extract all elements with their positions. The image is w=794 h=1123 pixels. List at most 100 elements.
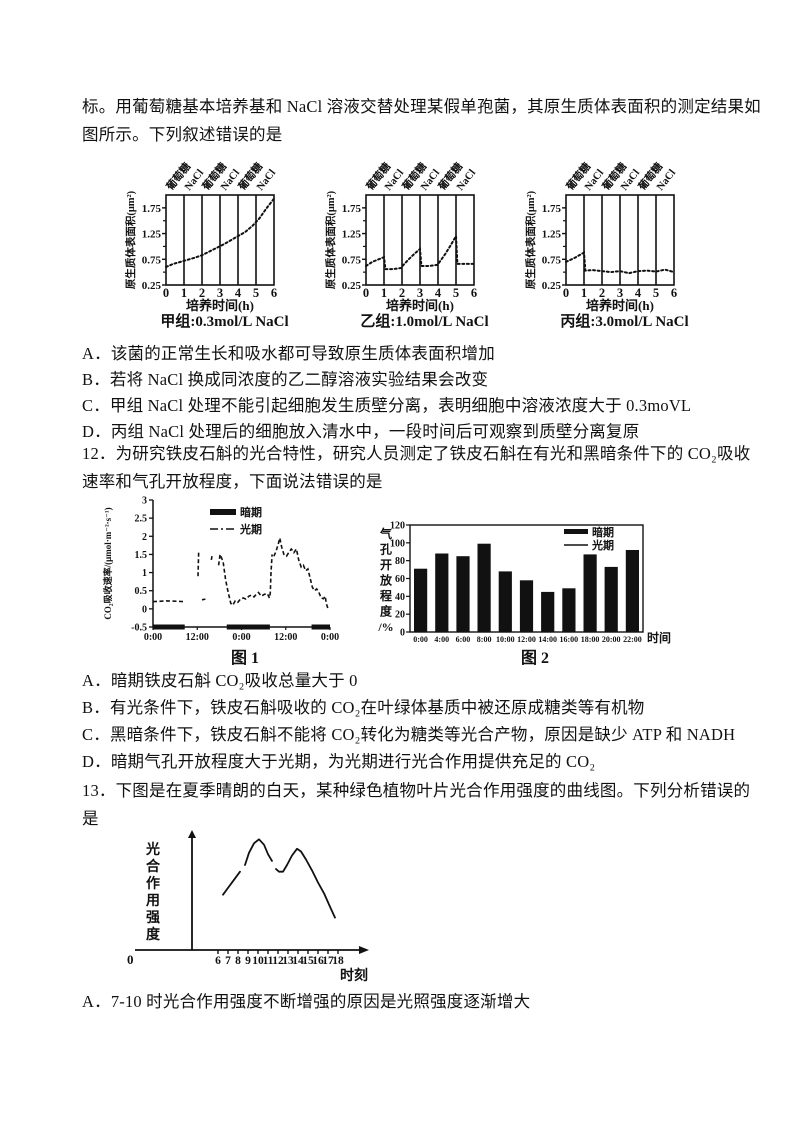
q11-option-a: A．该菌的正常生长和吸水都可导致原生质体表面积增加 bbox=[82, 344, 495, 363]
svg-text:1.25: 1.25 bbox=[142, 229, 162, 241]
svg-text:1.25: 1.25 bbox=[342, 229, 362, 241]
svg-text:0.75: 0.75 bbox=[142, 254, 162, 266]
svg-text:0.25: 0.25 bbox=[142, 280, 162, 292]
svg-text:1.75: 1.75 bbox=[342, 203, 362, 215]
svg-text:15: 15 bbox=[302, 955, 314, 967]
chart-co2-uptake: 3 2.5 2 1.5 1 0.5 0 -0.5 CO₂吸收速率/(μmol·m⁻²·s⁻¹) 0… bbox=[102, 496, 339, 644]
svg-text:光期: 光期 bbox=[591, 538, 614, 552]
svg-text:16: 16 bbox=[312, 955, 324, 967]
svg-text:暗期: 暗期 bbox=[240, 505, 262, 519]
svg-text:放: 放 bbox=[379, 573, 393, 588]
q11-stem-line-2: 图所示。下列叙述错误的是 bbox=[82, 125, 283, 144]
svg-text:0:00: 0:00 bbox=[144, 632, 162, 643]
svg-text:2: 2 bbox=[199, 286, 205, 300]
svg-text:原生质体表面积(μm²): 原生质体表面积(μm²) bbox=[524, 190, 537, 289]
svg-text:气: 气 bbox=[379, 526, 392, 541]
svg-text:5: 5 bbox=[453, 286, 459, 300]
q11-option-d: D．丙组 NaCl 处理后的细胞放入清水中，一段时间后可观察到质壁分离复原 bbox=[82, 422, 640, 441]
svg-text:孔: 孔 bbox=[380, 543, 392, 557]
q12-stem-line-1: 12．为研究铁皮石斛的光合特性，研究人员测定了铁皮石斛在有光和黑暗条件下的 CO… bbox=[82, 444, 751, 463]
svg-text:18:00: 18:00 bbox=[581, 635, 600, 644]
svg-text:20:00: 20:00 bbox=[602, 635, 621, 644]
svg-text:用: 用 bbox=[146, 893, 160, 909]
q11-option-c: C．甲组 NaCl 处理不能引起细胞发生质壁分离，表明细胞中溶液浓度大于 0.3… bbox=[82, 396, 692, 415]
svg-text:40: 40 bbox=[395, 592, 405, 603]
svg-text:2: 2 bbox=[599, 286, 605, 300]
svg-text:20: 20 bbox=[395, 610, 405, 621]
chart-group-jia: 0.25 0.75 1.25 1.75 0 1 2 3 4 5 6 培养时间(h) 原生质体表面积(μm… bbox=[124, 160, 278, 313]
fig1-caption: 图 1 bbox=[230, 650, 259, 667]
svg-text:22:00: 22:00 bbox=[623, 635, 642, 644]
svg-text:暗期: 暗期 bbox=[592, 525, 614, 539]
svg-text:5: 5 bbox=[653, 286, 659, 300]
svg-text:5: 5 bbox=[253, 286, 259, 300]
svg-text:12:00: 12:00 bbox=[274, 632, 297, 643]
svg-text:6: 6 bbox=[471, 286, 477, 300]
q11-option-b: B．若将 NaCl 换成同浓度的乙二醇溶液实验结果会改变 bbox=[82, 370, 489, 389]
svg-text:16:00: 16:00 bbox=[560, 635, 579, 644]
svg-text:10:00: 10:00 bbox=[496, 635, 515, 644]
q12-option-d: D．暗期气孔开放程度大于光期，为光期进行光合作用提供充足的 CO₂ bbox=[82, 752, 596, 771]
svg-text:6: 6 bbox=[271, 286, 277, 300]
svg-text:2: 2 bbox=[399, 286, 405, 300]
svg-text:2: 2 bbox=[142, 532, 147, 543]
svg-text:0: 0 bbox=[142, 604, 147, 615]
chart-caption-jia: 甲组:0.3mol/L NaCl bbox=[160, 314, 289, 330]
svg-text:1: 1 bbox=[142, 568, 147, 579]
chart-caption-yi: 乙组:1.0mol/L NaCl bbox=[360, 314, 489, 330]
q11-stem-line-1: 标。用葡萄糖基本培养基和 NaCl 溶液交替处理某假单孢菌，其原生质体表面积的测… bbox=[82, 97, 761, 116]
svg-text:13: 13 bbox=[282, 955, 294, 967]
svg-text:1.75: 1.75 bbox=[142, 203, 162, 215]
q13-option-a: A．7-10 时光合作用强度不断增强的原因是光照强度逐渐增大 bbox=[82, 992, 531, 1011]
svg-text:4: 4 bbox=[435, 286, 442, 300]
svg-text:度: 度 bbox=[380, 604, 393, 619]
svg-text:开: 开 bbox=[380, 558, 392, 572]
svg-text:0:00: 0:00 bbox=[413, 635, 428, 644]
svg-text:6: 6 bbox=[671, 286, 677, 300]
svg-text:8:00: 8:00 bbox=[477, 635, 492, 644]
svg-text:度: 度 bbox=[146, 926, 161, 943]
svg-text:8: 8 bbox=[235, 955, 241, 967]
svg-text:12: 12 bbox=[272, 955, 284, 967]
svg-text:-0.5: -0.5 bbox=[131, 623, 147, 634]
chart-group-yi: 0.25 0.75 1.25 1.75 0 1 2 3 4 5 6 培养时间(h) 原生质体表面积(μm… bbox=[324, 160, 478, 313]
svg-text:0:00: 0:00 bbox=[321, 632, 339, 643]
svg-text:光: 光 bbox=[145, 841, 160, 858]
svg-text:1.75: 1.75 bbox=[542, 203, 562, 215]
q12-option-c: C．黑暗条件下，铁皮石斛不能将 CO₂转化为糖类等光合产物，原因是缺少 ATP … bbox=[82, 725, 736, 744]
svg-text:6: 6 bbox=[215, 955, 221, 967]
svg-text:120: 120 bbox=[390, 521, 405, 532]
svg-text:2.5: 2.5 bbox=[135, 514, 148, 525]
q12-option-b: B．有光条件下，铁皮石斛吸收的 CO₂在叶绿体基质中被还原成糖类等有机物 bbox=[82, 698, 645, 717]
svg-text:强: 强 bbox=[146, 910, 160, 926]
svg-text:0.25: 0.25 bbox=[542, 280, 562, 292]
svg-text:1.5: 1.5 bbox=[135, 550, 148, 561]
svg-text:3: 3 bbox=[617, 286, 623, 300]
svg-text:0.75: 0.75 bbox=[342, 254, 362, 266]
q13-stem-line-1: 13．下图是在夏季晴朗的白天，某种绿色植物叶片光合作用强度的曲线图。下列分析错误… bbox=[82, 781, 751, 800]
svg-text:100: 100 bbox=[390, 538, 405, 549]
svg-text:培养时间(h): 培养时间(h) bbox=[386, 298, 454, 313]
svg-text:原生质体表面积(μm²): 原生质体表面积(μm²) bbox=[124, 190, 137, 289]
fig2-caption: 图 2 bbox=[520, 650, 549, 667]
svg-text:0: 0 bbox=[127, 952, 134, 967]
svg-text:0: 0 bbox=[400, 628, 405, 639]
svg-text:时间: 时间 bbox=[647, 630, 671, 645]
svg-text:0: 0 bbox=[563, 286, 569, 300]
svg-text:0:00: 0:00 bbox=[232, 632, 250, 643]
svg-text:6:00: 6:00 bbox=[456, 635, 471, 644]
svg-text:原生质体表面积(μm²): 原生质体表面积(μm²) bbox=[324, 190, 337, 289]
svg-text:7: 7 bbox=[225, 955, 231, 967]
svg-text:11: 11 bbox=[263, 955, 274, 967]
svg-text:1: 1 bbox=[381, 286, 387, 300]
q12-option-a: A．暗期铁皮石斛 CO₂吸收总量大于 0 bbox=[82, 671, 358, 690]
svg-text:0.5: 0.5 bbox=[135, 586, 148, 597]
svg-text:时刻: 时刻 bbox=[340, 967, 368, 984]
svg-text:1.25: 1.25 bbox=[542, 229, 562, 241]
svg-text:10: 10 bbox=[252, 955, 264, 967]
svg-text:12:00: 12:00 bbox=[186, 632, 209, 643]
svg-text:3: 3 bbox=[142, 496, 147, 507]
svg-text:作: 作 bbox=[146, 875, 160, 892]
svg-text:80: 80 bbox=[395, 556, 405, 567]
svg-text:60: 60 bbox=[395, 574, 405, 585]
